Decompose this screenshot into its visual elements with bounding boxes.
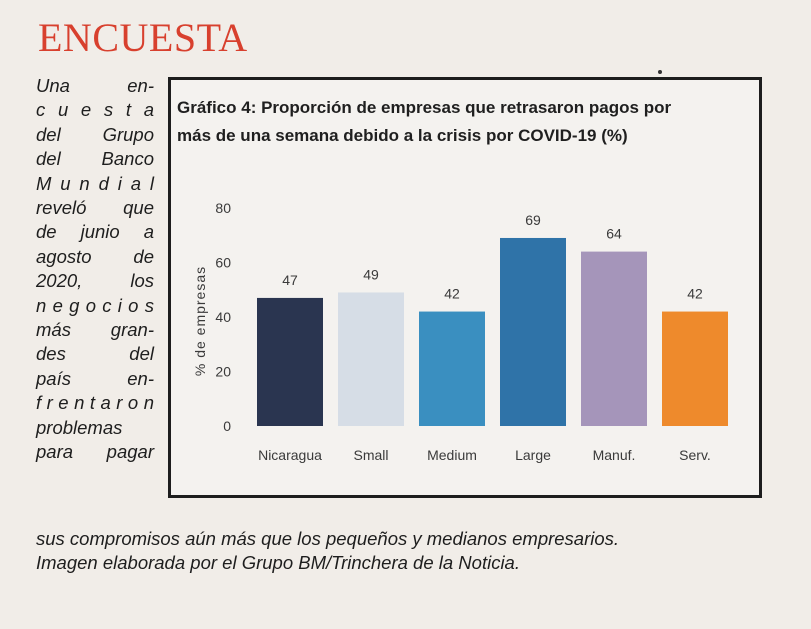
article-side-text: Una en- c u e s t a del Grupo del Banco … (36, 74, 154, 465)
bar-medium (419, 311, 485, 426)
bar-value-label: 42 (444, 286, 460, 302)
bottom-line: Imagen elaborada por el Grupo BM/Trinche… (36, 552, 520, 574)
y-tick-label: 20 (215, 364, 231, 380)
y-tick-label: 0 (223, 418, 231, 434)
y-axis-label: % de empresas (192, 266, 208, 376)
bar-chart: 0 20 40 60 80 % de empresas 47 Nicaragua 49 Small… (192, 200, 728, 463)
x-category-label: Manuf. (593, 447, 636, 463)
bottom-line: sus compromisos aún más que los pequeños… (36, 528, 620, 549)
side-line: del Grupo (36, 123, 154, 145)
bar-value-label: 42 (687, 286, 703, 302)
side-line: para pagar (36, 441, 154, 463)
bar-large (500, 237, 566, 426)
x-category-label: Nicaragua (258, 447, 322, 463)
section-heading: ENCUESTA (38, 15, 248, 60)
chart-frame: Gráfico 4: Proporción de empresas que re… (168, 77, 762, 498)
chart-title-line: Gráfico 4: Proporción de empresas que re… (177, 98, 672, 117)
chart-title-line: más de una semana debido a la crisis por… (177, 126, 628, 145)
print-speck (658, 70, 662, 74)
bar-value-label: 64 (606, 226, 622, 242)
side-line: f r e n t a r o n (36, 392, 154, 414)
bar-nicaragua (257, 297, 323, 426)
y-tick-label: 60 (215, 255, 231, 271)
side-line: des del (36, 343, 154, 365)
y-tick-label: 80 (215, 200, 231, 216)
side-line: del Banco (36, 148, 154, 170)
side-line: reveló que (36, 197, 154, 219)
bar-small (338, 292, 404, 426)
side-line: Una en- (36, 75, 154, 96)
chart-title: Gráfico 4: Proporción de empresas que re… (177, 94, 757, 150)
side-line: más gran- (36, 319, 154, 341)
side-line: n e g o c i o s (36, 294, 154, 316)
bar-serv (662, 311, 728, 426)
side-line: problemas (36, 416, 123, 438)
side-line: c u e s t a (36, 99, 154, 121)
side-line: agosto de (36, 245, 154, 267)
side-line: de junio a (36, 221, 154, 243)
x-category-label: Medium (427, 447, 477, 463)
bar-manuf (581, 251, 647, 426)
side-line: país en- (36, 367, 154, 389)
bar-value-label: 49 (363, 266, 379, 282)
bar-value-label: 47 (282, 272, 298, 288)
side-line: 2020, los (36, 270, 154, 292)
x-category-label: Small (353, 447, 388, 463)
x-category-label: Serv. (679, 447, 711, 463)
y-tick-label: 40 (215, 309, 231, 325)
article-bottom-text: sus compromisos aún más que los pequeños… (36, 527, 776, 576)
x-category-label: Large (515, 447, 551, 463)
side-line: M u n d i a l (36, 172, 154, 194)
bar-value-label: 69 (525, 212, 541, 228)
